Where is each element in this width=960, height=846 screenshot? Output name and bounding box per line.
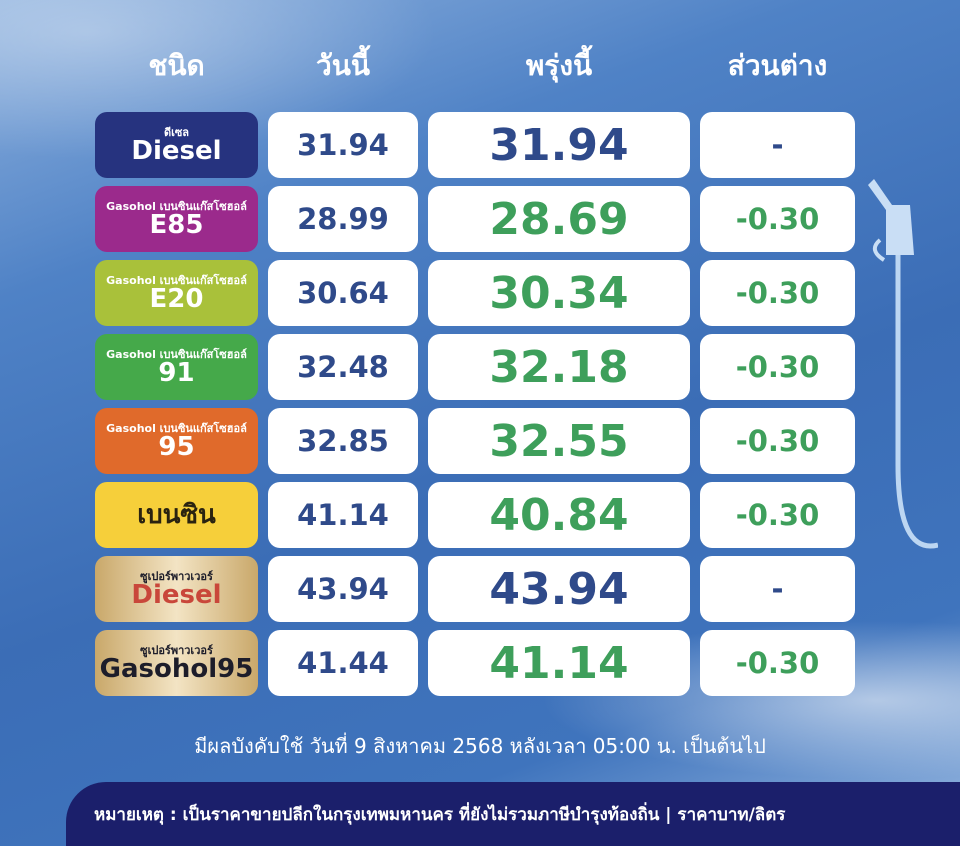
fuel-type-label: Gasohol เบนซินแก๊สโซฮอล์ E85	[95, 186, 258, 252]
footer-bar: หมายเหตุ : เป็นราคาขายปลีกในกรุงเทพมหานค…	[66, 782, 960, 846]
price-tomorrow: 31.94	[428, 112, 690, 178]
price-today: 30.64	[268, 260, 418, 326]
table-row: ซูเปอร์พาวเวอร์ Diesel 43.94 43.94 -	[0, 556, 960, 622]
fuel-type-subtitle: ซูเปอร์พาวเวอร์	[140, 643, 213, 657]
header-type: ชนิด	[148, 49, 205, 82]
fuel-type-name: E85	[149, 209, 204, 240]
price-diff: -0.30	[700, 482, 855, 548]
fuel-type-subtitle: Gasohol เบนซินแก๊สโซฮอล์	[106, 421, 247, 435]
price-diff: -0.30	[700, 186, 855, 252]
fuel-nozzle-icon	[868, 179, 938, 549]
fuel-type-label: Gasohol เบนซินแก๊สโซฮอล์ E20	[95, 260, 258, 326]
fuel-type-name: 91	[158, 357, 195, 388]
fuel-type-label: Gasohol เบนซินแก๊สโซฮอล์ 91	[95, 334, 258, 400]
fuel-type-subtitle: ซูเปอร์พาวเวอร์	[140, 569, 213, 583]
effective-date-note: มีผลบังคับใช้ วันที่ 9 สิงหาคม 2568 หลัง…	[194, 734, 766, 758]
fuel-type-subtitle: Gasohol เบนซินแก๊สโซฮอล์	[106, 199, 247, 213]
price-tomorrow: 30.34	[428, 260, 690, 326]
fuel-type-name: Diesel	[131, 135, 222, 166]
table-row: Gasohol เบนซินแก๊สโซฮอล์ 95 32.85 32.55 …	[0, 408, 960, 474]
fuel-type-label: เบนซิน	[95, 482, 258, 548]
price-diff: -0.30	[700, 630, 855, 696]
table-row: ดีเซล Diesel 31.94 31.94 -	[0, 112, 960, 178]
fuel-type-name: 95	[158, 431, 195, 462]
price-today: 32.48	[268, 334, 418, 400]
price-tomorrow: 43.94	[428, 556, 690, 622]
fuel-type-name: Gasohol95	[99, 653, 254, 684]
header-today: วันนี้	[315, 49, 370, 82]
table-row: ซูเปอร์พาวเวอร์ Gasohol95 41.44 41.14 -0…	[0, 630, 960, 696]
price-today: 41.44	[268, 630, 418, 696]
fuel-type-label: ซูเปอร์พาวเวอร์ Gasohol95	[95, 630, 258, 696]
price-tomorrow: 40.84	[428, 482, 690, 548]
fuel-type-subtitle: Gasohol เบนซินแก๊สโซฮอล์	[106, 273, 247, 287]
price-tomorrow: 28.69	[428, 186, 690, 252]
fuel-type-name: Diesel	[131, 579, 222, 610]
footer-note: หมายเหตุ : เป็นราคาขายปลีกในกรุงเทพมหานค…	[94, 804, 786, 825]
table-row: Gasohol เบนซินแก๊สโซฮอล์ E85 28.99 28.69…	[0, 186, 960, 252]
price-today: 28.99	[268, 186, 418, 252]
price-diff: -0.30	[700, 260, 855, 326]
price-today: 31.94	[268, 112, 418, 178]
price-tomorrow: 32.18	[428, 334, 690, 400]
fuel-type-label: ซูเปอร์พาวเวอร์ Diesel	[95, 556, 258, 622]
fuel-type-name: เบนซิน	[137, 500, 216, 530]
fuel-type-subtitle: ดีเซล	[163, 125, 190, 139]
header-tomorrow: พรุ่งนี้	[525, 49, 593, 82]
table-row: เบนซิน 41.14 40.84 -0.30	[0, 482, 960, 548]
fuel-type-name: E20	[149, 283, 204, 314]
table-row: Gasohol เบนซินแก๊สโซฮอล์ E20 30.64 30.34…	[0, 260, 960, 326]
fuel-type-label: ดีเซล Diesel	[95, 112, 258, 178]
price-tomorrow: 32.55	[428, 408, 690, 474]
price-diff: -	[700, 112, 855, 178]
price-today: 43.94	[268, 556, 418, 622]
table-row: Gasohol เบนซินแก๊สโซฮอล์ 91 32.48 32.18 …	[0, 334, 960, 400]
price-diff: -0.30	[700, 408, 855, 474]
price-today: 32.85	[268, 408, 418, 474]
header-diff: ส่วนต่าง	[727, 49, 828, 82]
fuel-type-label: Gasohol เบนซินแก๊สโซฮอล์ 95	[95, 408, 258, 474]
price-diff: -0.30	[700, 334, 855, 400]
price-tomorrow: 41.14	[428, 630, 690, 696]
price-diff: -	[700, 556, 855, 622]
price-today: 41.14	[268, 482, 418, 548]
fuel-type-subtitle: Gasohol เบนซินแก๊สโซฮอล์	[106, 347, 247, 361]
